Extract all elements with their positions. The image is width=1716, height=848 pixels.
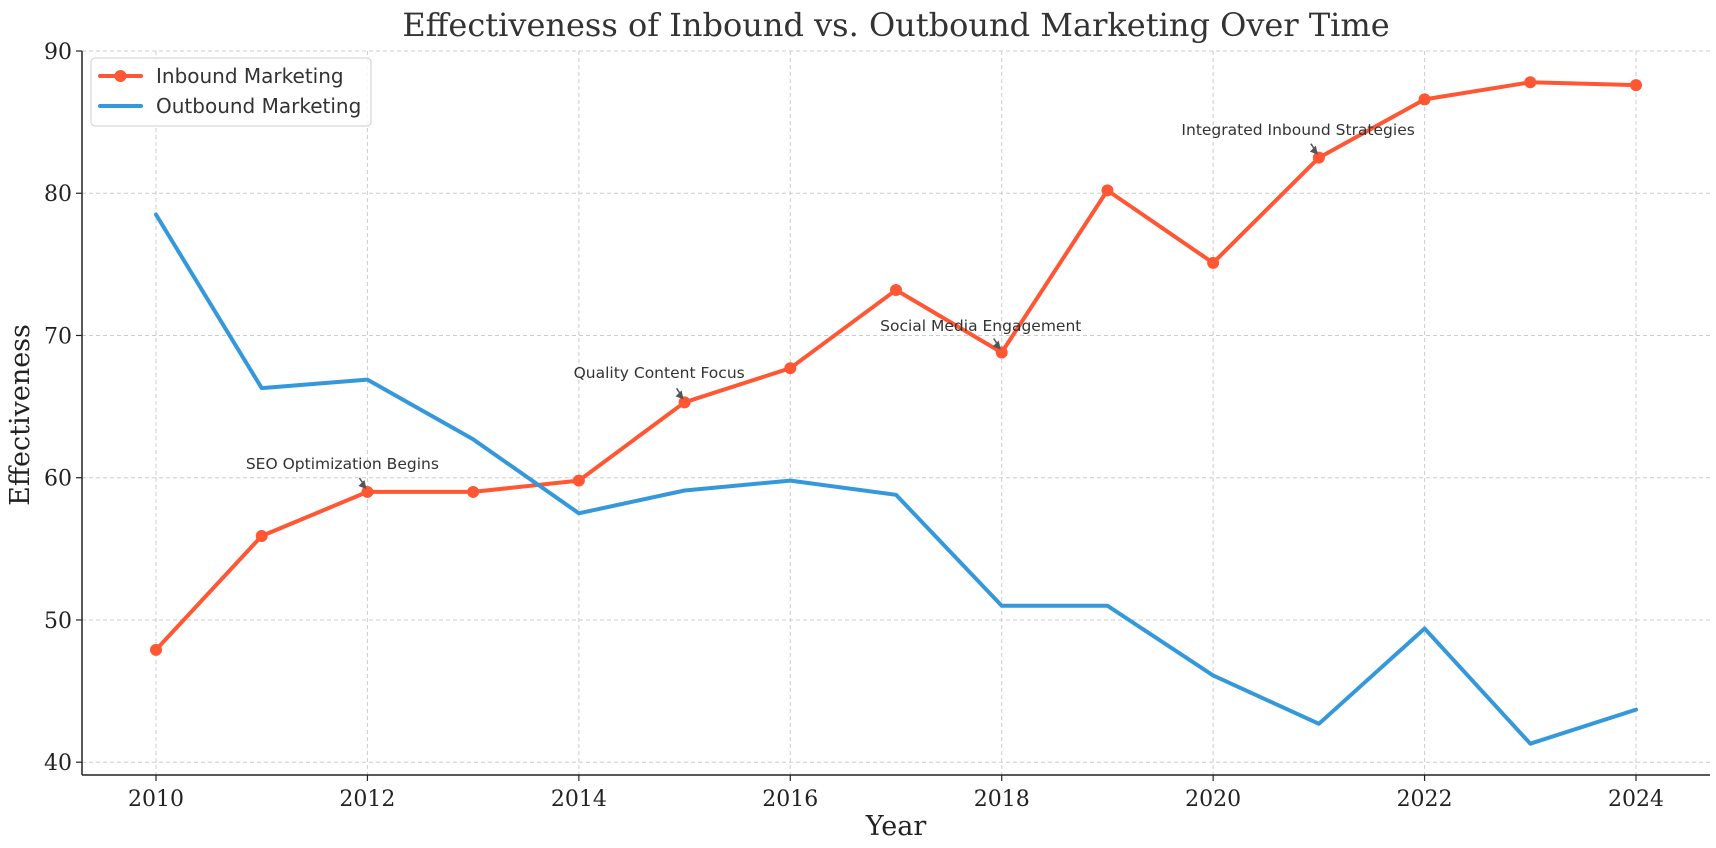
inbound-marketing-point xyxy=(995,346,1008,359)
annotation-arrowhead xyxy=(992,340,1001,350)
inbound-marketing-point xyxy=(150,643,162,656)
annotation-label: Integrated Inbound Strategies xyxy=(1181,121,1414,139)
chart-title: Effectiveness of Inbound vs. Outbound Ma… xyxy=(402,6,1389,44)
y-tick-label: 40 xyxy=(44,751,72,776)
annotation-label: Quality Content Focus xyxy=(574,364,745,382)
inbound-marketing-line xyxy=(154,80,1638,652)
legend-item: Outbound Marketing xyxy=(98,94,361,118)
legend-marker xyxy=(114,70,127,82)
legend-label: Outbound Marketing xyxy=(156,94,361,118)
inbound-marketing-point xyxy=(467,485,480,498)
inbound-marketing-point xyxy=(1101,184,1114,197)
x-tick-label: 2010 xyxy=(128,787,184,812)
series-markers xyxy=(150,76,1642,656)
annotation: SEO Optimization Begins xyxy=(246,455,439,489)
annotation-arrowhead xyxy=(675,390,684,400)
annotation-arrowhead xyxy=(358,479,367,489)
legend-item: Inbound Marketing xyxy=(98,64,344,88)
inbound-marketing-point xyxy=(1524,76,1537,89)
x-tick-label: 2018 xyxy=(974,787,1030,812)
annotation-label: SEO Optimization Begins xyxy=(246,455,439,473)
annotation: Quality Content Focus xyxy=(574,364,745,400)
x-tick-label: 2020 xyxy=(1185,787,1241,812)
annotations: SEO Optimization Begins Quality Content F… xyxy=(246,121,1415,489)
annotation-label: Social Media Engagement xyxy=(880,317,1081,335)
y-tick-label: 90 xyxy=(44,40,72,65)
inbound-marketing-point xyxy=(784,362,797,375)
inbound-marketing-point xyxy=(1207,256,1220,269)
inbound-marketing-point xyxy=(361,485,374,498)
outbound-marketing-line xyxy=(154,212,1638,746)
inbound-marketing-point xyxy=(1418,93,1431,106)
y-tick-label: 60 xyxy=(44,467,72,492)
x-tick-label: 2014 xyxy=(551,787,607,812)
x-tick-label: 2022 xyxy=(1397,787,1453,812)
x-axis-label: Year xyxy=(865,811,927,842)
legend-label: Inbound Marketing xyxy=(156,64,344,88)
inbound-marketing-point xyxy=(1312,151,1325,164)
annotation-arrowhead xyxy=(1309,145,1318,155)
inbound-marketing-point xyxy=(678,396,691,409)
grid-lines xyxy=(82,50,1710,775)
annotation: Integrated Inbound Strategies xyxy=(1181,121,1415,155)
tick-labels: 2010 2012 2014 2016 2018 2020 2022 2024 40 50 60 70… xyxy=(44,40,1664,812)
y-axis-label: Effectiveness xyxy=(5,324,36,506)
y-tick-label: 80 xyxy=(44,182,72,207)
inbound-marketing-point xyxy=(255,530,268,543)
axes xyxy=(81,51,1710,776)
y-tick-label: 50 xyxy=(44,609,72,634)
inbound-marketing-point xyxy=(890,283,902,296)
inbound-marketing-point xyxy=(572,474,585,487)
x-tick-label: 2016 xyxy=(762,787,818,812)
x-tick-label: 2024 xyxy=(1608,787,1664,812)
legend-box xyxy=(90,57,372,127)
inbound-marketing-point xyxy=(1630,79,1642,92)
y-tick-label: 70 xyxy=(44,324,72,349)
series-lines xyxy=(154,80,1638,746)
x-tick-label: 2012 xyxy=(339,787,395,812)
annotation: Social Media Engagement xyxy=(880,317,1081,350)
legend: Inbound Marketing Outbound Marketing xyxy=(90,57,372,127)
